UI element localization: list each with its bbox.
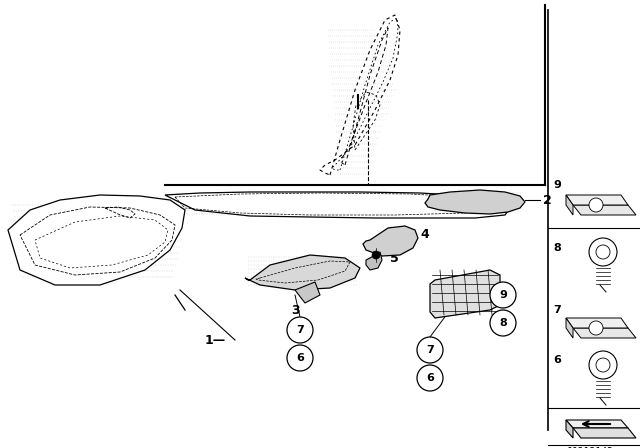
Text: 2: 2 <box>543 194 552 207</box>
Polygon shape <box>165 192 510 218</box>
Polygon shape <box>573 205 636 215</box>
Circle shape <box>490 282 516 308</box>
Polygon shape <box>8 195 185 285</box>
Text: 5: 5 <box>390 251 399 264</box>
Circle shape <box>287 317 313 343</box>
Polygon shape <box>566 195 628 205</box>
Text: 1—: 1— <box>205 333 226 346</box>
Circle shape <box>490 310 516 336</box>
Text: 7: 7 <box>426 345 434 355</box>
Circle shape <box>596 358 610 372</box>
Polygon shape <box>566 318 628 328</box>
Text: 6: 6 <box>553 355 561 365</box>
Polygon shape <box>566 195 573 215</box>
Polygon shape <box>566 420 628 428</box>
Polygon shape <box>430 270 500 318</box>
Text: 7: 7 <box>553 305 561 315</box>
Circle shape <box>589 198 603 212</box>
Text: 8: 8 <box>553 243 561 253</box>
Circle shape <box>417 337 443 363</box>
Polygon shape <box>566 318 573 338</box>
Circle shape <box>589 351 617 379</box>
Text: 00213143: 00213143 <box>566 447 614 448</box>
Text: 3: 3 <box>291 303 300 316</box>
Polygon shape <box>573 328 636 338</box>
Polygon shape <box>566 420 573 438</box>
Circle shape <box>589 238 617 266</box>
Text: 8: 8 <box>499 318 507 328</box>
Text: 7: 7 <box>296 325 304 335</box>
Text: 9: 9 <box>553 180 561 190</box>
Polygon shape <box>573 428 636 438</box>
Polygon shape <box>425 190 525 214</box>
Circle shape <box>287 345 313 371</box>
Circle shape <box>589 321 603 335</box>
Polygon shape <box>366 252 382 270</box>
Text: 4: 4 <box>420 228 429 241</box>
Circle shape <box>417 365 443 391</box>
Circle shape <box>596 245 610 259</box>
Polygon shape <box>295 282 320 303</box>
Polygon shape <box>245 255 360 290</box>
Text: 6: 6 <box>296 353 304 363</box>
Polygon shape <box>363 226 418 256</box>
Text: 6: 6 <box>426 373 434 383</box>
Text: 9: 9 <box>499 290 507 300</box>
Circle shape <box>372 251 380 259</box>
